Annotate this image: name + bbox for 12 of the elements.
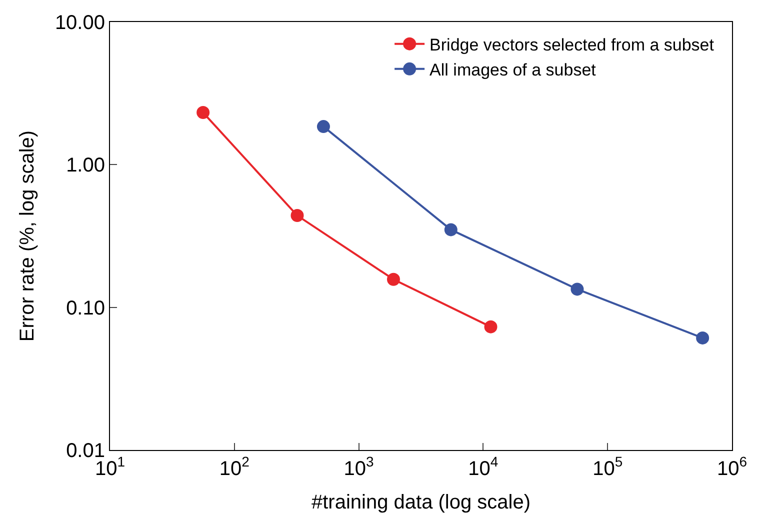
x-tick-label: 10$^{5}$ [592,454,623,480]
y-tick-label: 10.00 [54,12,105,34]
y-tick-label: 0.10 [66,297,105,320]
y-tick-label: 1.00 [66,154,105,177]
legend-label: All images of a subset [430,60,596,80]
x-axis-title: #training data (log scale) [311,492,531,514]
x-tick-label: 10$^{2}$ [219,454,250,480]
x-tick-label: 10$^{3}$ [344,454,374,480]
legend-label: Bridge vectors selected from a subset [430,35,714,54]
y-axis-title: Error rate (%, log scale) [16,130,38,342]
x-tick-label: 10$^{4}$ [468,454,498,480]
x-tick-label: 10$^{6}$ [716,454,748,480]
